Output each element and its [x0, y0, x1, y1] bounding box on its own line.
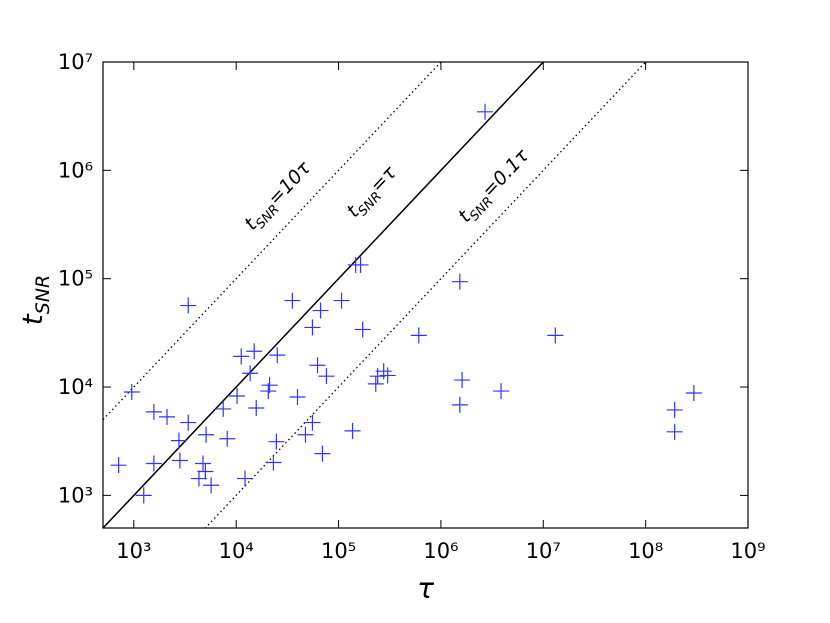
point: [451, 396, 468, 413]
point: [666, 423, 683, 440]
reference-label: tSNR=0.1τ: [454, 144, 536, 229]
point: [454, 372, 471, 389]
point: [354, 321, 371, 338]
x-tick-label: 10⁷: [526, 539, 561, 563]
point: [145, 455, 162, 472]
point: [685, 385, 702, 401]
y-axis-label: tSNR: [16, 275, 54, 325]
point: [289, 389, 306, 406]
point: [284, 292, 301, 309]
point: [159, 408, 176, 425]
point: [242, 365, 259, 382]
point: [547, 327, 564, 344]
point: [268, 433, 285, 450]
point: [248, 399, 265, 416]
label-rest: =10τ: [264, 157, 316, 210]
point: [180, 414, 197, 431]
reference-line: [103, 62, 545, 528]
point: [312, 302, 329, 319]
point: [318, 368, 335, 385]
reference-label: tSNR=10τ: [240, 157, 318, 238]
point: [344, 422, 361, 439]
x-tick-label: 10⁵: [321, 539, 356, 563]
point: [309, 357, 326, 374]
y-tick-label: 10³: [58, 483, 93, 507]
point: [304, 414, 321, 431]
point: [297, 426, 314, 443]
x-tick-label: 10³: [116, 539, 151, 563]
point: [246, 343, 263, 360]
y-tick-label: 10⁴: [58, 375, 93, 399]
point: [229, 388, 246, 405]
point: [190, 470, 207, 487]
point: [237, 470, 254, 487]
reference-lines: [103, 62, 647, 528]
x-axis-label: τ: [417, 572, 434, 605]
point: [261, 377, 278, 394]
point: [304, 319, 321, 336]
point: [375, 363, 392, 380]
y-label-sub: SNR: [32, 275, 54, 314]
point: [198, 426, 215, 443]
reference-label: tSNR=τ: [342, 161, 404, 224]
point: [477, 103, 494, 120]
point: [379, 367, 396, 384]
point: [171, 452, 188, 469]
x-tick-label: 10⁸: [628, 539, 663, 563]
point: [352, 256, 369, 273]
point: [197, 463, 214, 480]
point: [180, 297, 197, 314]
point: [194, 455, 211, 472]
point: [451, 273, 468, 290]
plot-frame: [102, 61, 749, 529]
point: [170, 432, 187, 449]
x-tick-label: 10⁹: [730, 539, 765, 563]
point: [233, 348, 250, 365]
point: [493, 383, 510, 400]
point: [314, 445, 331, 462]
point: [123, 383, 140, 400]
point: [333, 292, 350, 309]
x-tick-label: 10⁴: [219, 539, 254, 563]
point: [145, 403, 162, 420]
point: [215, 400, 232, 417]
point: [219, 430, 236, 447]
reference-line: [103, 62, 442, 421]
y-tick-label: 10⁷: [58, 50, 93, 74]
y-tick-label: 10⁶: [58, 158, 93, 182]
y-tick-label: 10⁵: [58, 267, 93, 291]
point: [110, 457, 127, 474]
x-tick-label: 10⁶: [423, 539, 458, 563]
y-label-base: t: [16, 313, 49, 325]
point: [666, 401, 683, 418]
point: [410, 327, 427, 344]
point: [203, 477, 220, 494]
reference-line: [204, 62, 647, 528]
point: [135, 487, 152, 504]
point: [269, 347, 286, 364]
point: [265, 454, 282, 471]
point: [367, 375, 384, 392]
label-rest: =0.1τ: [478, 144, 534, 201]
